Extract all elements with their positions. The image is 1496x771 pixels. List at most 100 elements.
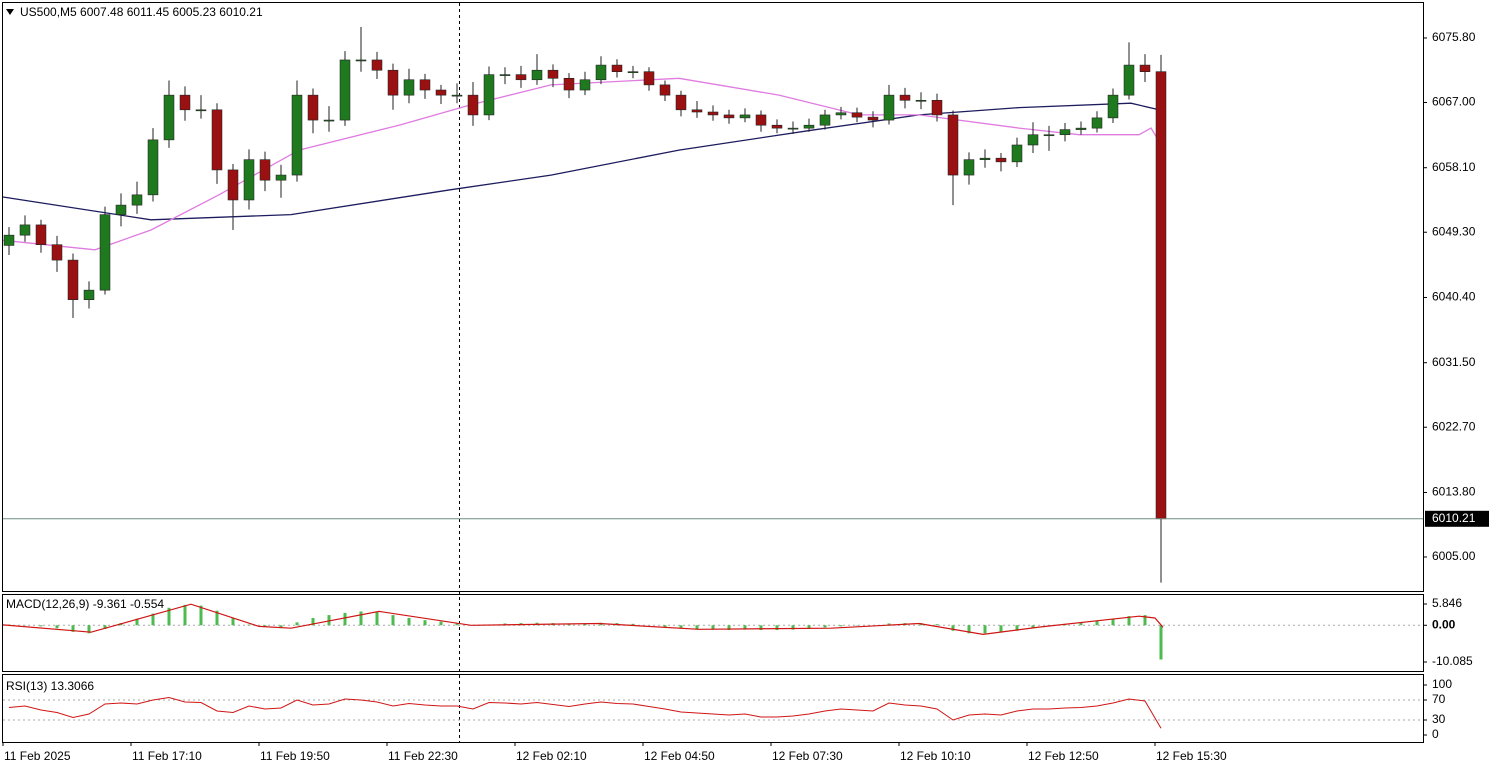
candle-body bbox=[595, 64, 607, 81]
candle-body bbox=[627, 71, 639, 73]
macd-title: MACD(12,26,9) -9.361 -0.554 bbox=[6, 597, 164, 611]
candle-body bbox=[547, 69, 559, 79]
candle-body bbox=[83, 289, 95, 300]
x-tick-label: 12 Feb 02:10 bbox=[516, 749, 587, 763]
candle-body bbox=[3, 234, 15, 246]
x-tick-label: 11 Feb 19:50 bbox=[260, 749, 330, 763]
candle-body bbox=[515, 74, 527, 81]
candle-body bbox=[131, 194, 143, 206]
candle-body bbox=[835, 112, 847, 116]
candle-body bbox=[643, 71, 655, 86]
main-title: US500,M5 6007.48 6011.45 6005.23 6010.21 bbox=[20, 5, 263, 19]
candle-body bbox=[1139, 64, 1151, 72]
candle-body bbox=[371, 59, 383, 71]
y-tick-label: 6049.30 bbox=[1432, 224, 1476, 238]
candle-body bbox=[851, 112, 863, 118]
candle-body bbox=[483, 74, 495, 116]
x-tick-label: 11 Feb 17:10 bbox=[132, 749, 202, 763]
candle-body bbox=[99, 214, 111, 291]
candle-body bbox=[243, 159, 255, 201]
candle-body bbox=[867, 116, 879, 121]
candle-body bbox=[339, 59, 351, 121]
candle-body bbox=[915, 99, 927, 102]
candle-body bbox=[307, 94, 319, 121]
candle-body bbox=[531, 69, 543, 81]
y-tick-label: 6022.70 bbox=[1432, 419, 1476, 433]
candle-body bbox=[979, 157, 991, 160]
candle-body bbox=[1155, 71, 1167, 520]
candle-body bbox=[675, 94, 687, 111]
rsi-line bbox=[8, 696, 1162, 729]
candle-body bbox=[147, 139, 159, 196]
candle-body bbox=[1075, 127, 1087, 130]
candle-body bbox=[291, 94, 303, 176]
candle-body bbox=[419, 79, 431, 91]
candle-body bbox=[387, 69, 399, 96]
candle-body bbox=[355, 59, 367, 62]
candle-body bbox=[563, 77, 575, 91]
candle-body bbox=[1123, 64, 1135, 96]
candle-body bbox=[787, 127, 799, 130]
candle-body bbox=[451, 94, 463, 97]
last-price-box bbox=[1425, 510, 1489, 527]
candle-body bbox=[435, 89, 447, 96]
candle-body bbox=[883, 94, 895, 121]
candle-body bbox=[51, 244, 63, 261]
candle-body bbox=[771, 124, 783, 129]
x-tick-label: 11 Feb 22:30 bbox=[388, 749, 458, 763]
candle-body bbox=[1091, 117, 1103, 129]
y-tick-label: 5.846 bbox=[1432, 596, 1462, 610]
candle-body bbox=[1027, 134, 1039, 146]
candle-body bbox=[1043, 134, 1055, 137]
candle-body bbox=[819, 114, 831, 126]
candle-body bbox=[611, 64, 623, 72]
candle-body bbox=[755, 114, 767, 126]
x-tick-label: 12 Feb 10:10 bbox=[900, 749, 971, 763]
candle-body bbox=[275, 174, 287, 181]
y-tick-label: 6005.00 bbox=[1432, 549, 1476, 563]
y-tick-label: 100 bbox=[1432, 677, 1452, 691]
rsi-panel-frame bbox=[2, 674, 1424, 743]
y-tick-label: 70 bbox=[1432, 692, 1446, 706]
candle-body bbox=[659, 84, 671, 96]
candle-body bbox=[691, 109, 703, 113]
candle-body bbox=[35, 224, 47, 245]
candle-body bbox=[179, 94, 191, 111]
candle-body bbox=[1059, 129, 1071, 136]
candle-body bbox=[19, 224, 31, 236]
candle-body bbox=[739, 114, 751, 119]
y-tick-label: 6031.50 bbox=[1432, 355, 1476, 369]
candle-body bbox=[211, 109, 223, 171]
y-tick-label: 6013.80 bbox=[1432, 485, 1476, 499]
x-tick-label: 12 Feb 15:30 bbox=[1156, 749, 1227, 763]
y-tick-label: 0 bbox=[1432, 727, 1439, 741]
last-price-label: 6010.21 bbox=[1432, 511, 1476, 525]
moving-average bbox=[2, 77, 1164, 251]
macd-panel-frame bbox=[2, 594, 1424, 672]
candle-body bbox=[499, 74, 511, 76]
y-tick-label: -10.085 bbox=[1432, 654, 1473, 668]
candle-body bbox=[259, 159, 271, 181]
macd-signal bbox=[2, 603, 1164, 636]
candle-body bbox=[1107, 94, 1119, 119]
candle-body bbox=[195, 109, 207, 112]
title-marker bbox=[6, 9, 14, 15]
candle-body bbox=[963, 159, 975, 176]
candle-body bbox=[707, 111, 719, 116]
candle-body bbox=[323, 119, 335, 122]
y-tick-label: 30 bbox=[1432, 712, 1446, 726]
candle-body bbox=[227, 169, 239, 201]
main-panel-frame bbox=[2, 2, 1424, 592]
candle-body bbox=[1011, 144, 1023, 163]
candle-body bbox=[947, 114, 959, 176]
candle-body bbox=[579, 79, 591, 91]
rsi-title: RSI(13) 13.3066 bbox=[6, 679, 94, 693]
x-tick-label: 12 Feb 04:50 bbox=[644, 749, 715, 763]
y-tick-label: 6067.00 bbox=[1432, 95, 1476, 109]
candle-body bbox=[467, 94, 479, 116]
y-tick-label: 6075.80 bbox=[1432, 30, 1476, 44]
y-tick-label: 6040.40 bbox=[1432, 290, 1476, 304]
candle-body bbox=[995, 157, 1007, 163]
